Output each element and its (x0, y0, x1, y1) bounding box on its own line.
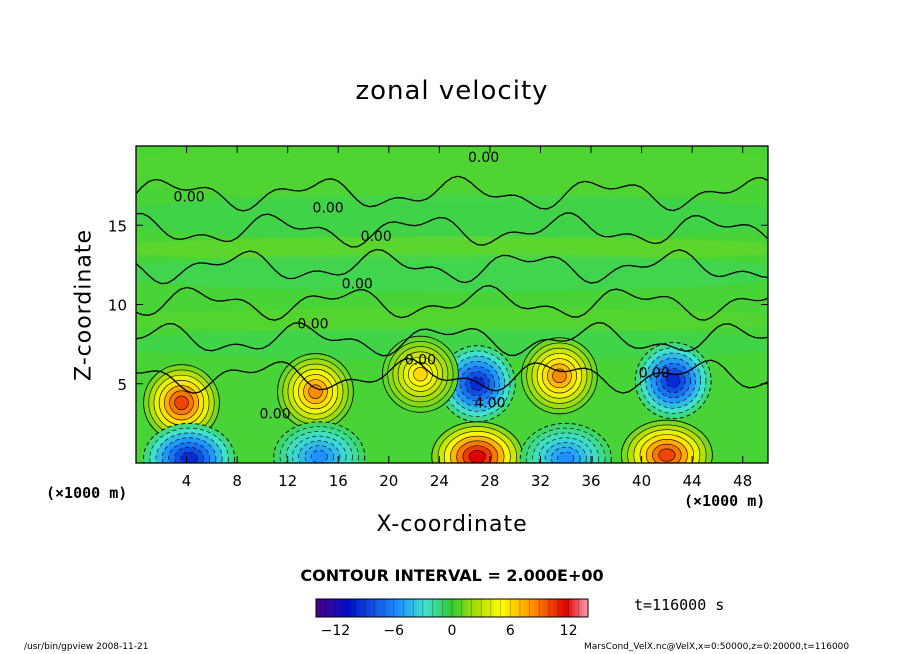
zero-contour-line (136, 284, 768, 321)
colorbar-tick-label: −12 (321, 623, 351, 639)
x-tick-label: 28 (480, 472, 499, 490)
contour-label: 0.00 (313, 201, 344, 217)
y-tick-label: 15 (108, 217, 127, 235)
zero-contour-line (136, 321, 768, 357)
contour-labels: 0.00 0.00 0.00 0.00 0.00 0.00 0.00 0.00 0.00 4.00 (174, 150, 670, 423)
contour-ring (413, 367, 428, 382)
x-tick-label: 36 (581, 472, 600, 490)
x-unit-label-left: (×1000 m) (46, 484, 128, 502)
x-axis-ticks: 4 8 12 16 20 24 28 32 36 40 44 48 (182, 146, 752, 490)
contour-label: 0.00 (174, 189, 205, 205)
x-tick-label: 32 (531, 472, 550, 490)
field-band (136, 146, 768, 202)
field-feature-positive (521, 337, 598, 415)
contour-interval-text: CONTOUR INTERVAL = 2.000E+00 (300, 566, 604, 585)
contour-ring (174, 395, 189, 410)
field-band (136, 253, 768, 292)
y-tick-label: 5 (117, 376, 127, 394)
contour-ring (468, 450, 486, 463)
x-axis-label: X-coordinate (376, 512, 528, 537)
contour-ring (180, 451, 198, 463)
x-tick-label: 48 (733, 472, 752, 490)
contour-label: 0.00 (297, 316, 328, 332)
y-axis-ticks: 5 10 15 (108, 217, 768, 394)
contour-label: 0.00 (639, 365, 670, 381)
field-feature-positive (431, 421, 524, 463)
footer-right: MarsCond_VelX.nc@VelX,x=0:50000,z=0:2000… (584, 642, 850, 652)
field-band (136, 328, 768, 360)
x-tick-label: 4 (182, 472, 192, 490)
chart-title: zonal velocity (355, 76, 549, 106)
contour-ring (552, 368, 567, 383)
y-tick-label: 10 (108, 297, 127, 315)
contour-label: 0.00 (468, 150, 499, 166)
contour-label: 0.00 (342, 277, 373, 293)
contour-field (136, 146, 768, 463)
contour-ring (470, 376, 485, 391)
contour-ring (557, 451, 575, 463)
y-axis-label: Z-coordinate (71, 229, 97, 381)
x-tick-label: 40 (632, 472, 651, 490)
field-feature-positive (143, 364, 220, 442)
field-band (136, 236, 768, 262)
footer-left: /usr/bin/gpview 2008-11-21 (24, 642, 149, 652)
colorbar: −12 −6 0 6 12 (315, 598, 589, 639)
contour-label: 0.00 (361, 229, 392, 245)
contour-ring (666, 373, 681, 388)
field-feature-positive (382, 335, 459, 413)
field-feature-negative (273, 421, 366, 463)
x-tick-label: 20 (379, 472, 398, 490)
x-tick-label: 44 (683, 472, 702, 490)
time-label: t=116000 s (634, 596, 725, 614)
x-tick-label: 16 (329, 472, 348, 490)
field-feature-negative (143, 422, 236, 463)
x-tick-label: 24 (430, 472, 449, 490)
zero-contour-line (136, 212, 768, 248)
x-tick-label: 12 (278, 472, 297, 490)
colorbar-tick-label: −6 (383, 623, 404, 639)
zero-contour-line (136, 248, 768, 285)
colorbar-tick-label: 6 (506, 623, 515, 639)
contour-label: 0.00 (405, 353, 436, 369)
contour-ring (658, 448, 676, 462)
x-unit-label-right: (×1000 m) (684, 492, 766, 510)
contour-ring (308, 384, 323, 399)
field-band (136, 193, 768, 242)
field-feature-positive (620, 419, 713, 463)
field-feature-positive (277, 353, 354, 431)
zero-contour-line (136, 357, 768, 394)
contour-label: 0.00 (259, 407, 290, 423)
colorbar-tick-label: 12 (560, 623, 578, 639)
field-feature-negative (438, 345, 516, 423)
contour-label: 4.00 (474, 396, 505, 412)
field-feature-negative (519, 422, 612, 463)
zero-contour-line (136, 175, 768, 212)
contour-ring (310, 450, 328, 463)
colorbar-tick-label: 0 (448, 623, 457, 639)
x-tick-label: 8 (232, 472, 242, 490)
field-feature-negative (634, 342, 712, 420)
